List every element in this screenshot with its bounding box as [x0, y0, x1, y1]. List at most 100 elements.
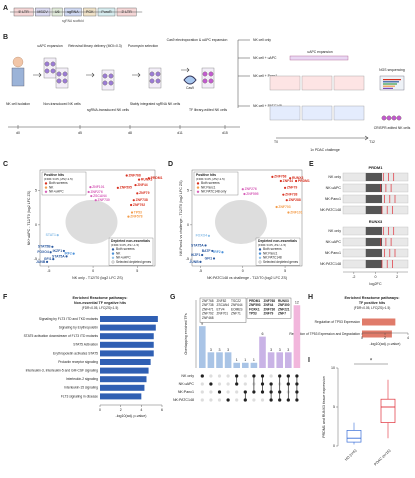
point-label: ZNF79 [287, 186, 297, 190]
panel-letter: F [3, 294, 8, 301]
donor-body [11, 67, 25, 87]
x-tick-label: 0 [375, 275, 377, 279]
workflow-label: 1x PDAC challenge [310, 148, 340, 152]
cell-icon [62, 71, 68, 77]
gene-name: ETV4 [217, 307, 225, 311]
matrix-dot [200, 374, 204, 378]
row-label: NK:PATC148 [320, 262, 341, 266]
x-tick-label: 2 [120, 408, 122, 412]
legend-title: Positive hits [196, 173, 216, 177]
matrix-dot [209, 382, 213, 386]
matrix-dot [235, 374, 239, 378]
data-point [130, 203, 133, 207]
matrix-empty [200, 390, 204, 394]
data-point [72, 252, 75, 255]
point-label: RUNX3 [292, 176, 304, 180]
point-label: ZNF768 [274, 175, 286, 179]
cell-icon [56, 71, 62, 77]
y-tick-label: 0 [333, 444, 335, 448]
bar [259, 336, 266, 368]
donor-head [12, 56, 24, 68]
legend-note: (FDR<0.05, |ZS|>1.5) [44, 177, 73, 181]
point-label: ZNF101 [290, 210, 302, 214]
legend-entry: Selected depleted genes [116, 260, 151, 264]
legend-note: (FDR<0.05, ZS<-1.5) [258, 243, 286, 247]
matrix-dot [286, 398, 290, 402]
data-point [201, 253, 204, 257]
category-label: FLT3 signaling in disease [61, 394, 98, 398]
data-point [89, 186, 92, 189]
matrix-dot [278, 398, 282, 402]
day-label: d8 [128, 131, 132, 135]
point-label: IRF2 [64, 252, 71, 256]
cell-icon [155, 71, 161, 77]
matrix-dot [278, 374, 282, 378]
matrix-dot [269, 398, 273, 402]
gene-name: EOMES [231, 307, 243, 311]
challenge-well [269, 105, 301, 121]
matrix-empty [217, 374, 222, 378]
point-label: ZNF101 [92, 185, 104, 189]
point-label: STAT5A [52, 254, 65, 258]
box [380, 398, 396, 423]
point-label: ZNF730 [98, 198, 110, 202]
point-label: ZNF738 [285, 193, 297, 197]
matrix-empty [252, 398, 256, 402]
y-tick-label: 0 [35, 223, 37, 227]
matrix-empty [243, 382, 247, 386]
gene-name: ZNF71 [231, 312, 241, 316]
matrix-empty [226, 374, 230, 378]
row-label: NK:PATC148 [320, 208, 341, 212]
legend-title: Positive hits [44, 173, 64, 177]
value-label: 1 [236, 358, 238, 362]
bar [100, 393, 142, 400]
expansion-bar [289, 55, 349, 61]
data-point [116, 186, 119, 189]
data-point [243, 192, 246, 196]
edited-cell [396, 115, 402, 121]
data-point [49, 251, 52, 254]
legend-swatch [111, 252, 115, 255]
panel-letter: B [3, 34, 8, 41]
data-point [199, 260, 202, 263]
point-label: TP53 [134, 210, 142, 214]
matrix-empty [235, 390, 239, 394]
legend-swatch [258, 252, 262, 255]
strip-density [365, 206, 382, 214]
point-label: ZNF768 [128, 173, 140, 177]
gene-name: ZSCAN4 [217, 303, 230, 307]
category-label: Interleukin-3, Interleukin-5 and GM-CSF … [26, 368, 99, 372]
point-label: JUNB [36, 260, 46, 264]
x-tick-label: 6 [161, 408, 163, 412]
data-point [204, 244, 207, 247]
legend-swatch [44, 182, 48, 185]
legend-entry: Both screens [201, 181, 220, 185]
x-tick-label: 5 [136, 269, 138, 273]
matrix-empty [209, 398, 213, 402]
legend-box [41, 171, 87, 196]
y-tick-label: -5 [186, 257, 189, 261]
workflow-label: NK cell + uAPC [253, 56, 277, 60]
data-point [62, 249, 65, 253]
x-axis-label: NK only - T12/T0 (log2 LFC ZS) [72, 276, 123, 280]
value-label: 8 [201, 322, 203, 326]
legend-entry: NK:PATC148 [263, 256, 282, 260]
matrix-empty [200, 382, 204, 386]
data-point [134, 183, 137, 187]
x-tick-label: -5 [199, 269, 202, 273]
y-tick-label: 5 [35, 189, 37, 193]
bar [100, 333, 154, 340]
ngs-read [383, 85, 395, 87]
challenge-well [269, 75, 301, 91]
data-point [130, 211, 134, 214]
matrix-empty [226, 390, 230, 394]
value-label: 3 [227, 348, 229, 352]
matrix-dot [260, 390, 265, 394]
workflow-label: NGS sequencing [379, 68, 405, 72]
ngs-read [383, 83, 397, 85]
gene-name: ZNF468 [202, 316, 214, 320]
x-tick-label: 5 [284, 269, 286, 273]
cell-icon [50, 61, 56, 67]
bar [242, 362, 249, 368]
